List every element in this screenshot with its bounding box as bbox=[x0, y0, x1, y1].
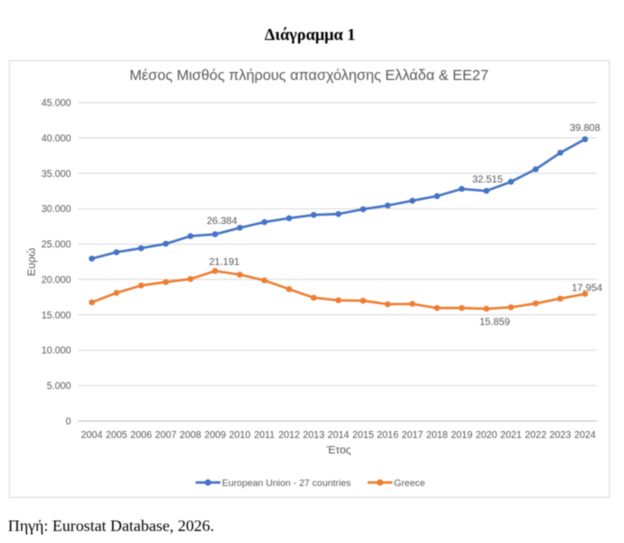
svg-text:European Union - 27 countries: European Union - 27 countries bbox=[222, 478, 351, 489]
svg-text:39.808: 39.808 bbox=[570, 123, 601, 134]
svg-text:2018: 2018 bbox=[426, 430, 448, 441]
svg-text:Ευρώ: Ευρώ bbox=[26, 247, 38, 276]
svg-text:45.000: 45.000 bbox=[41, 98, 71, 109]
svg-text:40.000: 40.000 bbox=[41, 133, 71, 144]
svg-text:2009: 2009 bbox=[204, 430, 226, 441]
svg-text:2012: 2012 bbox=[278, 430, 300, 441]
svg-text:5.000: 5.000 bbox=[47, 381, 72, 392]
svg-text:15.000: 15.000 bbox=[41, 310, 71, 321]
svg-text:2011: 2011 bbox=[254, 430, 275, 441]
svg-text:2010: 2010 bbox=[229, 430, 251, 441]
svg-text:2015: 2015 bbox=[352, 430, 374, 441]
svg-text:21.191: 21.191 bbox=[209, 257, 240, 268]
svg-text:2004: 2004 bbox=[81, 430, 103, 441]
svg-text:2007: 2007 bbox=[155, 430, 177, 441]
svg-text:30.000: 30.000 bbox=[41, 204, 71, 215]
svg-text:2013: 2013 bbox=[303, 430, 325, 441]
svg-text:2024: 2024 bbox=[574, 430, 596, 441]
svg-text:2006: 2006 bbox=[130, 430, 152, 441]
svg-text:2008: 2008 bbox=[180, 430, 202, 441]
svg-text:15.859: 15.859 bbox=[480, 317, 511, 328]
svg-text:35.000: 35.000 bbox=[41, 169, 71, 180]
svg-text:2014: 2014 bbox=[328, 430, 350, 441]
svg-text:2021: 2021 bbox=[500, 430, 522, 441]
svg-text:2020: 2020 bbox=[476, 430, 498, 441]
svg-text:25.000: 25.000 bbox=[41, 240, 71, 251]
svg-text:32.515: 32.515 bbox=[472, 175, 503, 186]
svg-text:2005: 2005 bbox=[106, 430, 128, 441]
svg-text:2022: 2022 bbox=[525, 430, 547, 441]
svg-text:26.384: 26.384 bbox=[207, 216, 238, 227]
svg-text:2019: 2019 bbox=[451, 430, 473, 441]
svg-text:Μέσος Μισθός πλήρους απασχόλησ: Μέσος Μισθός πλήρους απασχόλησης Ελλάδα … bbox=[130, 68, 489, 84]
svg-text:Greece: Greece bbox=[394, 478, 425, 489]
svg-text:2017: 2017 bbox=[402, 430, 424, 441]
svg-text:2016: 2016 bbox=[377, 430, 399, 441]
svg-text:2023: 2023 bbox=[550, 430, 572, 441]
svg-text:17.954: 17.954 bbox=[572, 283, 603, 294]
svg-text:10.000: 10.000 bbox=[41, 346, 71, 357]
svg-text:Έτος: Έτος bbox=[326, 445, 351, 457]
svg-text:0: 0 bbox=[66, 417, 72, 428]
svg-text:20.000: 20.000 bbox=[41, 275, 71, 286]
